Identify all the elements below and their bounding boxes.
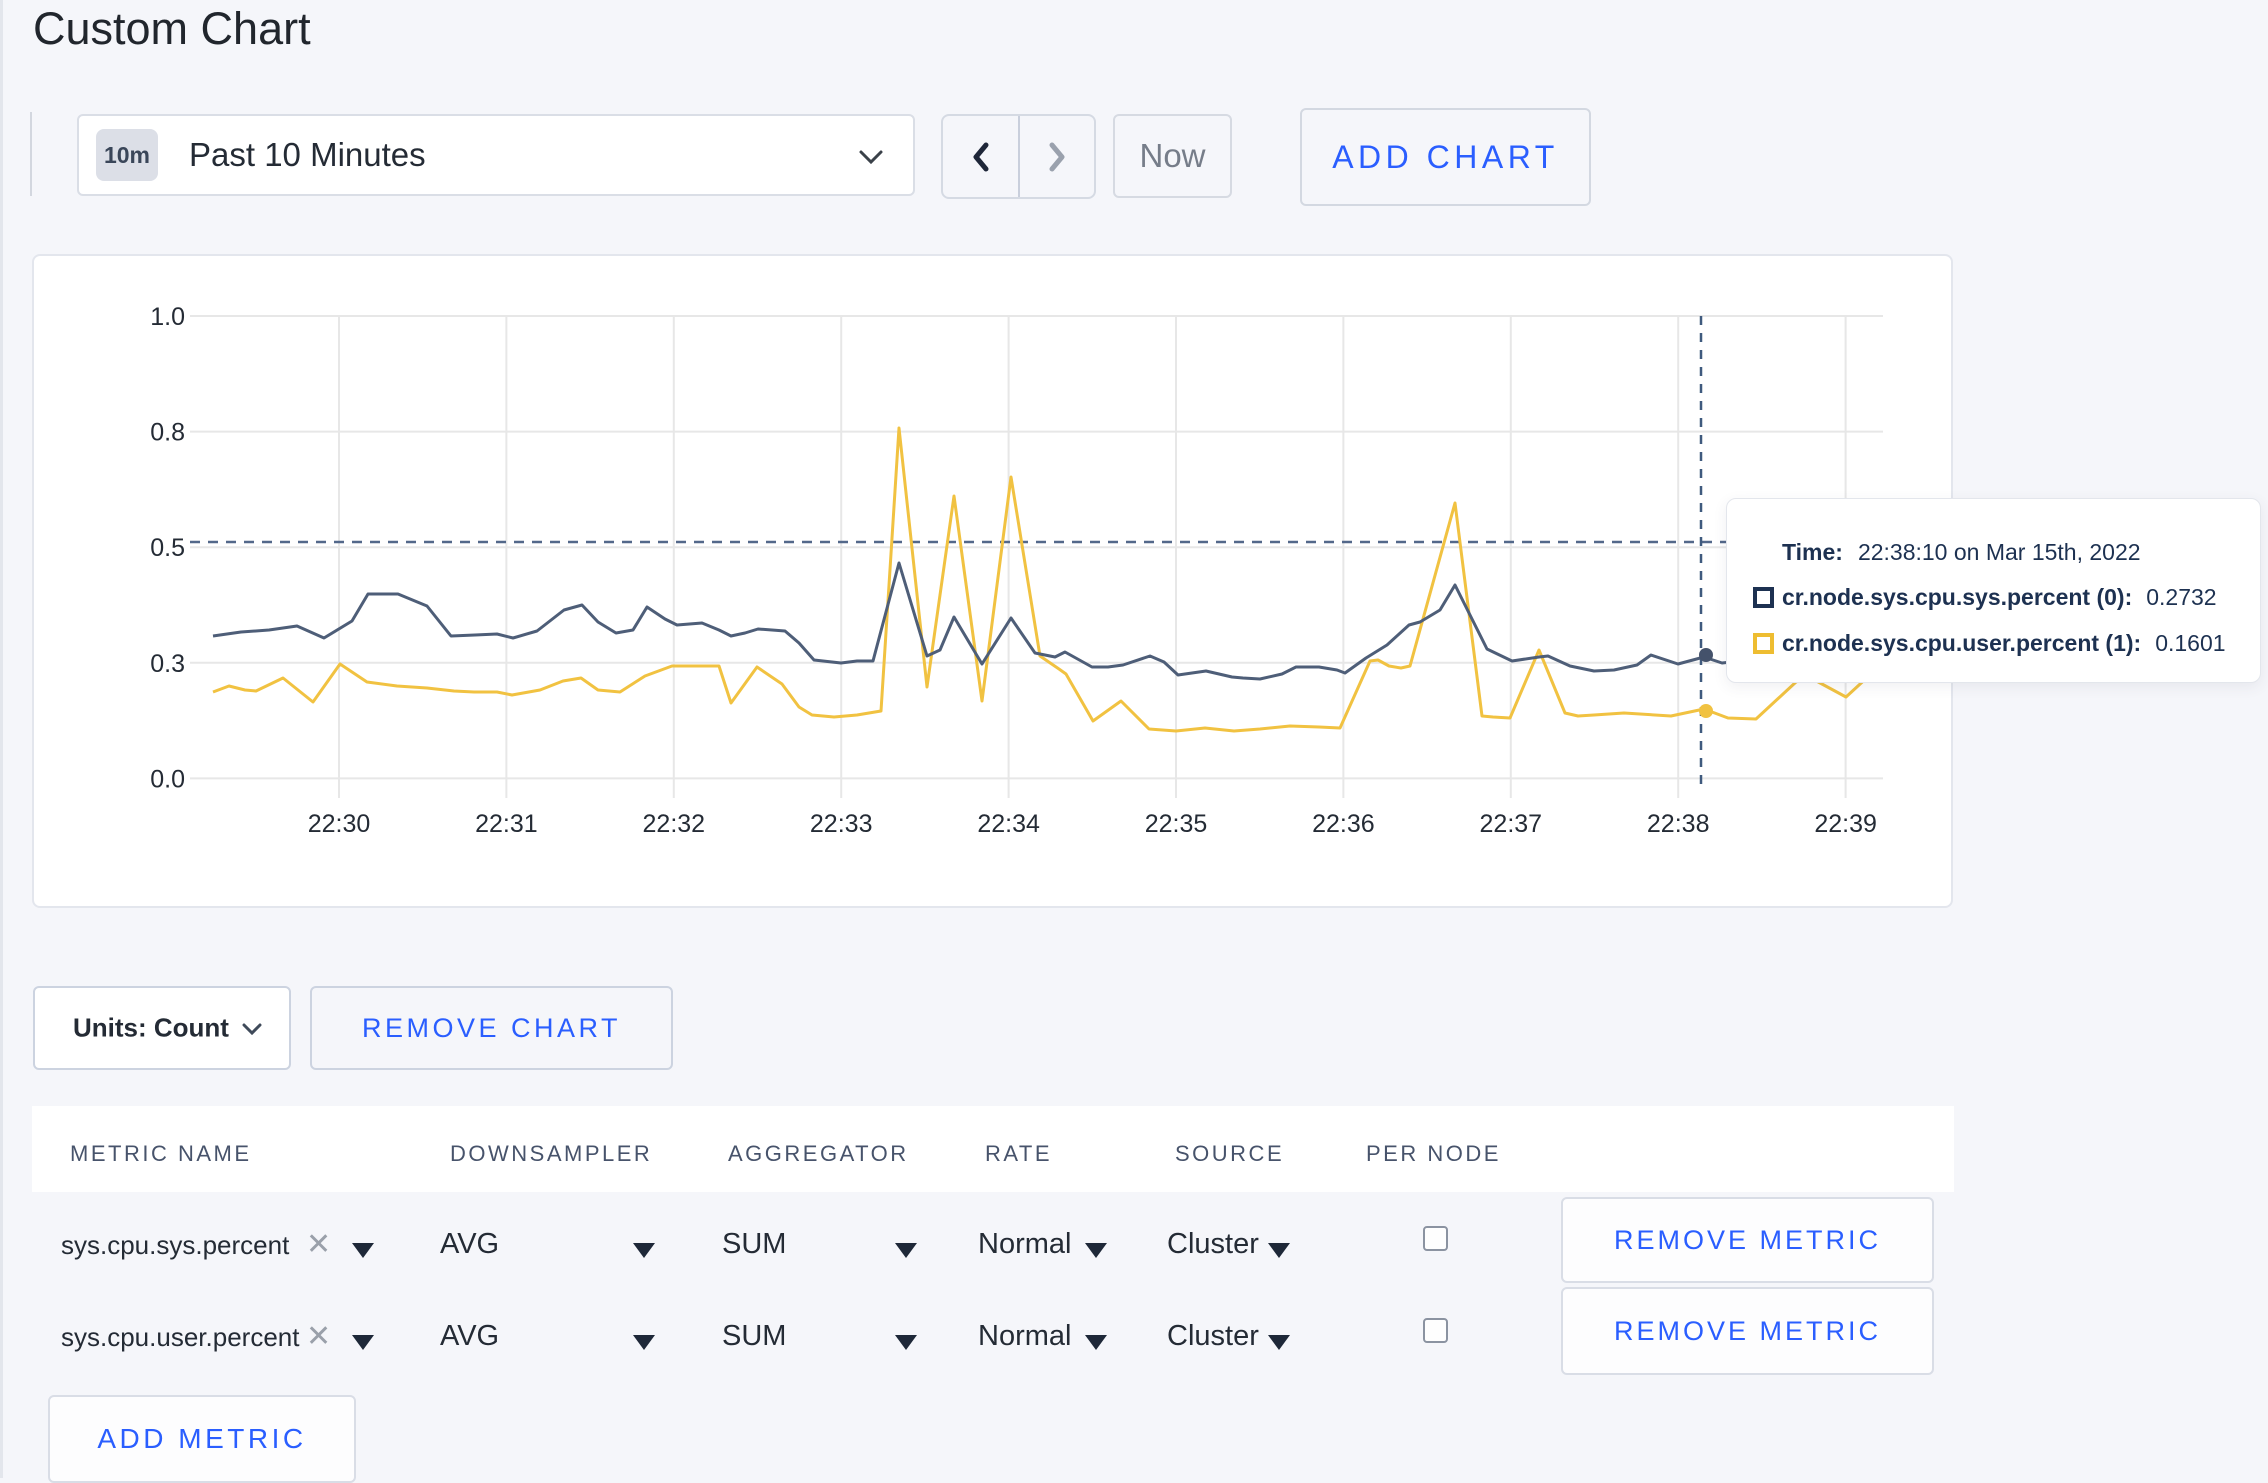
svg-text:22:32: 22:32 <box>643 810 706 838</box>
svg-text:22:34: 22:34 <box>977 810 1040 838</box>
svg-text:22:35: 22:35 <box>1145 810 1208 838</box>
svg-text:1.0: 1.0 <box>150 303 185 331</box>
svg-text:0.5: 0.5 <box>150 534 185 562</box>
svg-text:22:36: 22:36 <box>1312 810 1375 838</box>
svg-text:22:30: 22:30 <box>308 810 371 838</box>
svg-text:0.0: 0.0 <box>150 765 185 793</box>
svg-text:0.8: 0.8 <box>150 419 185 447</box>
svg-text:22:33: 22:33 <box>810 810 873 838</box>
svg-text:0.3: 0.3 <box>150 650 185 678</box>
svg-text:22:31: 22:31 <box>475 810 538 838</box>
svg-text:22:39: 22:39 <box>1814 810 1877 838</box>
svg-text:22:38: 22:38 <box>1647 810 1710 838</box>
svg-text:22:37: 22:37 <box>1480 810 1543 838</box>
